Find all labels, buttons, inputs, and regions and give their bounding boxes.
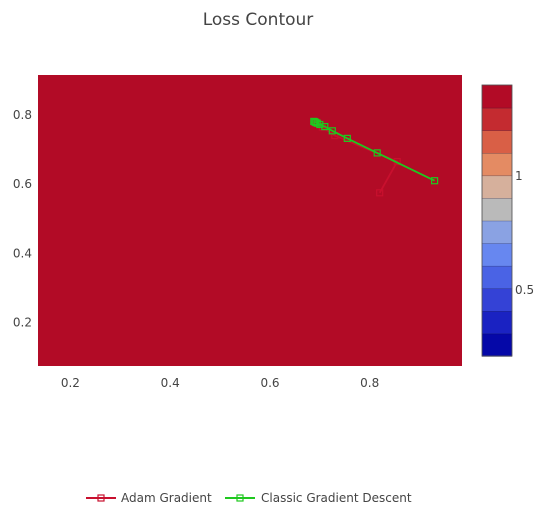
legend-adam-label: Adam Gradient <box>121 491 212 505</box>
y-tick-label: 0.8 <box>13 108 32 122</box>
colorbar-segment <box>481 129 513 154</box>
colorbar-segment <box>481 197 513 222</box>
series-point-classic <box>321 122 329 131</box>
colorbar-segment <box>481 333 513 357</box>
x-tick-label: 0.4 <box>161 376 180 390</box>
legend-adam-marker <box>97 494 105 502</box>
series-layer <box>310 117 439 197</box>
colorbar-outline <box>481 84 513 357</box>
series-point-classic <box>310 117 318 126</box>
colorbar-segment <box>481 265 513 290</box>
colorbar-segment <box>481 152 513 177</box>
legend-classic-marker <box>236 494 244 502</box>
colorbar-segment <box>481 242 513 267</box>
x-tick-label: 0.8 <box>360 376 379 390</box>
x-tick-label: 0.2 <box>61 376 80 390</box>
legend-classic-label: Classic Gradient Descent <box>261 491 412 505</box>
colorbar-tick-label: 0.5 <box>515 283 534 297</box>
colorbar-segment <box>481 288 513 312</box>
legend-item-classic[interactable]: Classic Gradient Descent <box>225 491 412 505</box>
series-point-adam <box>376 189 384 197</box>
y-axis-ticks: 0.2 0.4 0.6 0.8 <box>13 108 32 330</box>
y-tick-label: 0.2 <box>13 316 32 330</box>
colorbar-segment <box>481 84 513 109</box>
legend: Adam Gradient Classic Gradient Descent <box>86 491 412 505</box>
chart-title: Loss Contour <box>203 10 314 30</box>
y-tick-label: 0.6 <box>13 177 32 191</box>
series-point-classic <box>328 127 336 135</box>
series-point-classic <box>431 177 439 185</box>
series-point-classic <box>343 134 351 142</box>
x-axis-ticks: 0.2 0.4 0.6 0.8 <box>61 376 379 390</box>
colorbar-segment <box>481 310 513 335</box>
colorbar: 0.51 <box>481 84 534 357</box>
series-point-classic <box>312 118 320 127</box>
x-tick-label: 0.6 <box>260 376 279 390</box>
series-point-classic <box>373 149 381 157</box>
y-tick-label: 0.4 <box>13 246 32 260</box>
colorbar-segment <box>481 175 513 199</box>
colorbar-segment <box>481 107 513 131</box>
legend-item-adam[interactable]: Adam Gradient <box>86 491 212 505</box>
colorbar-tick-label: 1 <box>515 169 523 183</box>
colorbar-segment <box>481 220 513 244</box>
